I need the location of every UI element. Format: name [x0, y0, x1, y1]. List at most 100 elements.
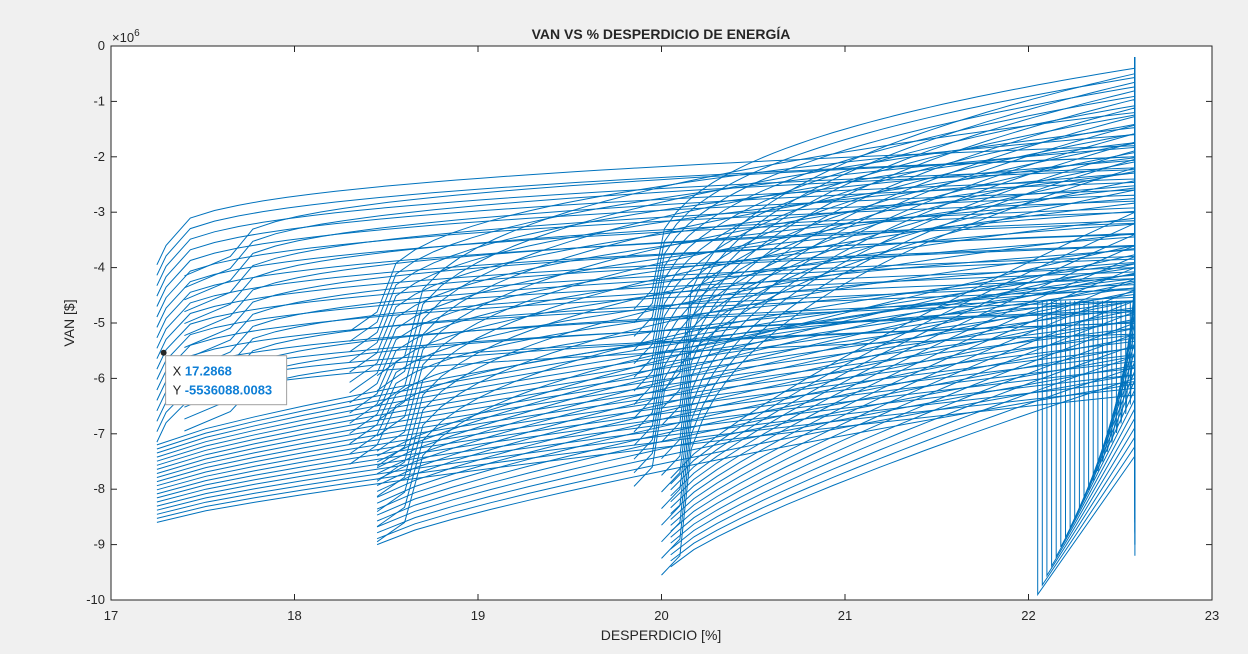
- series-line-l1-8: [376, 309, 1135, 498]
- series-line-f5-2: [661, 150, 1136, 543]
- plot-lines: [156, 57, 1136, 597]
- series-line-l2-15: [670, 211, 1136, 479]
- y-tick-label: -6: [93, 370, 105, 385]
- series-line-f2-7: [349, 210, 1136, 433]
- datatip-y-value: -5536088.0083: [185, 383, 272, 398]
- y-tick-label: 0: [98, 38, 105, 53]
- series-line-l1-15: [376, 244, 1136, 457]
- series-line-f0-11: [156, 211, 1136, 434]
- series-line-f3-4: [376, 217, 1136, 482]
- series-line-f5-9: [661, 90, 1136, 426]
- y-tick-label: -3: [93, 204, 105, 219]
- series-line-f2-2: [349, 274, 1136, 497]
- series-line-f5-10: [661, 81, 1136, 410]
- series-line-f3-9: [376, 142, 1136, 407]
- series-line-f3-5: [376, 202, 1136, 467]
- series-line-f4-8: [633, 114, 1136, 378]
- series-line-f1-13: [184, 156, 1136, 379]
- series-line-f4-1: [633, 180, 1136, 474]
- y-axis-label: VAN [$]: [61, 299, 77, 346]
- datatip-x-value: 17.2868: [185, 364, 232, 379]
- series-line-l1-9: [376, 300, 1135, 492]
- series-line-l2-4: [670, 333, 1136, 544]
- series-line-l2-8: [670, 289, 1136, 520]
- series-line-l0-9: [156, 334, 1135, 487]
- series-line-f4-6: [633, 133, 1136, 405]
- series-line-f4-0: [633, 189, 1136, 487]
- series-line-l2-5: [670, 322, 1136, 538]
- x-tick-label: 21: [838, 608, 852, 623]
- y-tick-label: -8: [93, 481, 105, 496]
- series-line-f2-5: [349, 236, 1136, 459]
- datatip-x-row: X 17.2868: [173, 364, 232, 379]
- datatip-marker[interactable]: [160, 349, 167, 356]
- series-line-l2-0: [670, 377, 1136, 568]
- series-line-l2-10: [670, 267, 1136, 509]
- series-line-l1-12: [376, 272, 1136, 475]
- series-line-l2-3: [670, 344, 1136, 550]
- series-line-l2-2: [670, 355, 1136, 556]
- y-tick-label: -4: [93, 260, 105, 275]
- series-line-f0-17: [156, 145, 1136, 368]
- x-tick-label: 22: [1021, 608, 1035, 623]
- y-exponent-base: ×10: [112, 30, 134, 45]
- series-line-l0-8: [156, 340, 1135, 491]
- series-line-l0-3: [156, 374, 1135, 511]
- y-tick-label: -1: [93, 93, 105, 108]
- y-tick-label: -2: [93, 149, 105, 164]
- series-line-f4-13: [633, 67, 1136, 310]
- series-line-l1-5: [376, 337, 1135, 516]
- series-line-f3-7: [376, 172, 1136, 437]
- series-line-f3-2: [376, 247, 1136, 513]
- series-line-l0-1: [156, 387, 1135, 519]
- series-line-f4-12: [633, 76, 1136, 324]
- x-tick-label: 20: [654, 608, 668, 623]
- series-line-l1-2: [376, 365, 1135, 534]
- chart-title: VAN VS % DESPERDICIO DE ENERGÍA: [532, 26, 791, 42]
- series-line-f4-11: [633, 86, 1136, 337]
- series-line-f0-7: [156, 255, 1136, 479]
- series-line-f5-5: [661, 124, 1136, 493]
- series-line-f0-10: [156, 222, 1136, 445]
- series-line-l2-9: [670, 278, 1136, 514]
- series-line-l2-12: [670, 244, 1136, 497]
- series-line-f5-4: [661, 132, 1136, 509]
- y-tick-label: -9: [93, 537, 105, 552]
- series-line-l0-5: [156, 361, 1135, 503]
- series-line-f3-10: [376, 127, 1136, 392]
- series-line-f1-11: [184, 181, 1136, 404]
- x-tick-label: 23: [1205, 608, 1219, 623]
- series-line-l2-7: [670, 300, 1136, 526]
- series-line-l2-6: [670, 311, 1136, 532]
- series-line-f0-13: [156, 189, 1136, 412]
- series-line-l2-11: [670, 256, 1136, 503]
- x-tick-label: 18: [287, 608, 301, 623]
- series-line-l1-1: [376, 374, 1135, 540]
- series-line-l1-10: [376, 291, 1136, 486]
- series-line-f5-3: [661, 141, 1136, 526]
- x-axis-label: DESPERDICIO [%]: [601, 627, 722, 643]
- series-line-l1-0: [376, 383, 1135, 546]
- x-tick-label: 19: [471, 608, 485, 623]
- series-line-f0-4: [156, 289, 1136, 512]
- series-line-f5-6: [661, 115, 1136, 476]
- y-tick-label: -7: [93, 426, 105, 441]
- x-tick-label: 17: [104, 608, 118, 623]
- y-tick-label: -5: [93, 315, 105, 330]
- series-line-f1-0: [184, 322, 1136, 545]
- datatip[interactable]: X 17.2868 Y -5536088.0083: [160, 349, 288, 406]
- datatip-x-key: X: [173, 364, 182, 379]
- series-line-l0-12: [156, 314, 1135, 474]
- series-line-l2-1: [670, 366, 1136, 562]
- datatip-y-row: Y -5536088.0083: [173, 383, 273, 398]
- series-line-f4-7: [633, 123, 1136, 392]
- datatip-box: [165, 355, 288, 406]
- series-line-f2-8: [349, 198, 1136, 421]
- series-line-f1-8: [184, 220, 1136, 443]
- series-line-f5-11: [661, 73, 1136, 393]
- series-line-l1-3: [376, 355, 1135, 528]
- series-line-l1-7: [376, 318, 1135, 504]
- series-line-f3-3: [376, 232, 1136, 497]
- series-line-l0-17: [156, 280, 1135, 454]
